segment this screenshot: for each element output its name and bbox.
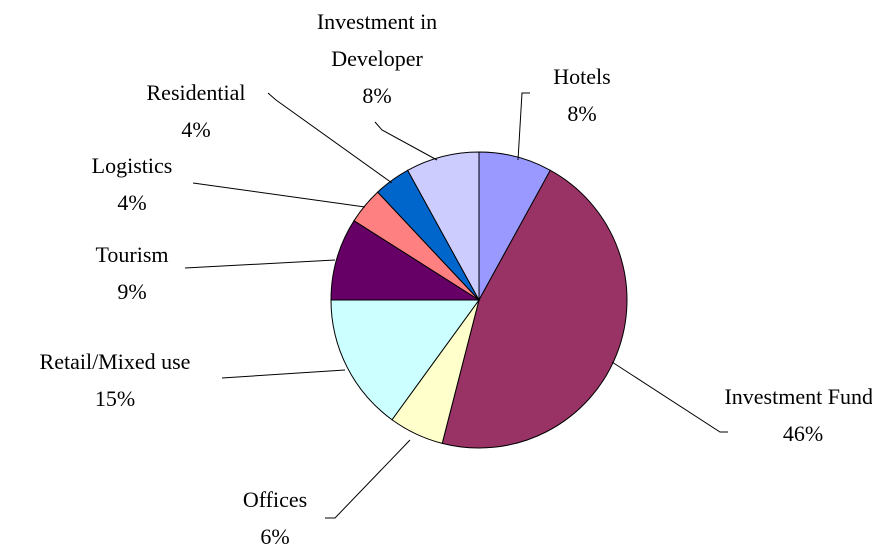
slice-label: Logistics 4%: [72, 147, 192, 221]
slice-label: Tourism 9%: [72, 236, 192, 310]
leader-line: [611, 361, 728, 433]
value-label: 46%: [782, 421, 824, 446]
category-label: Investment in Developer: [316, 9, 438, 71]
slice-label: Investment Funds 46%: [723, 378, 872, 452]
leader-line: [517, 92, 530, 161]
leader-line: [184, 259, 336, 269]
category-label: Residential: [146, 80, 246, 105]
leader-line: [221, 369, 346, 379]
leader-line: [192, 182, 366, 208]
slice-label: Residential 4%: [116, 74, 276, 148]
value-label: 4%: [117, 190, 147, 215]
slice-label: Retail/Mixed use 15%: [0, 343, 230, 417]
category-label: Tourism: [95, 242, 169, 267]
slice-label: Investment in Developer 8%: [287, 3, 467, 114]
value-label: 6%: [260, 524, 290, 549]
pie-slice: [407, 151, 480, 301]
pie-slice: [441, 169, 628, 449]
pie-slice: [330, 220, 481, 301]
category-label: Offices: [242, 487, 308, 512]
category-label: Investment Funds: [724, 384, 872, 409]
leader-line: [267, 92, 393, 184]
value-label: 8%: [567, 101, 597, 126]
value-label: 4%: [181, 117, 211, 142]
value-label: 8%: [362, 83, 392, 108]
slice-label: Hotels 8%: [522, 58, 642, 132]
value-label: 15%: [94, 386, 136, 411]
leader-line: [374, 121, 438, 161]
value-label: 9%: [117, 279, 147, 304]
category-label: Logistics: [91, 153, 173, 178]
category-label: Retail/Mixed use: [39, 349, 191, 374]
category-label: Hotels: [553, 64, 611, 89]
leader-line: [325, 439, 411, 519]
slice-label: Offices 6%: [215, 481, 335, 552]
pie-slice: [330, 299, 480, 421]
